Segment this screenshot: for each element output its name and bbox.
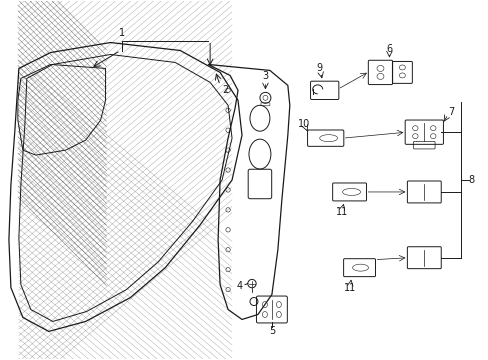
- Text: 9: 9: [316, 63, 322, 73]
- Text: 8: 8: [467, 175, 473, 185]
- Text: 11: 11: [335, 207, 347, 217]
- Text: 11: 11: [343, 283, 355, 293]
- Text: 10: 10: [297, 119, 309, 129]
- Text: 4: 4: [237, 280, 243, 291]
- Text: 5: 5: [268, 327, 274, 336]
- Text: 1: 1: [119, 28, 125, 37]
- Text: 3: 3: [262, 71, 268, 81]
- Text: 6: 6: [386, 44, 392, 54]
- Text: 7: 7: [447, 107, 453, 117]
- Text: 2: 2: [222, 85, 228, 95]
